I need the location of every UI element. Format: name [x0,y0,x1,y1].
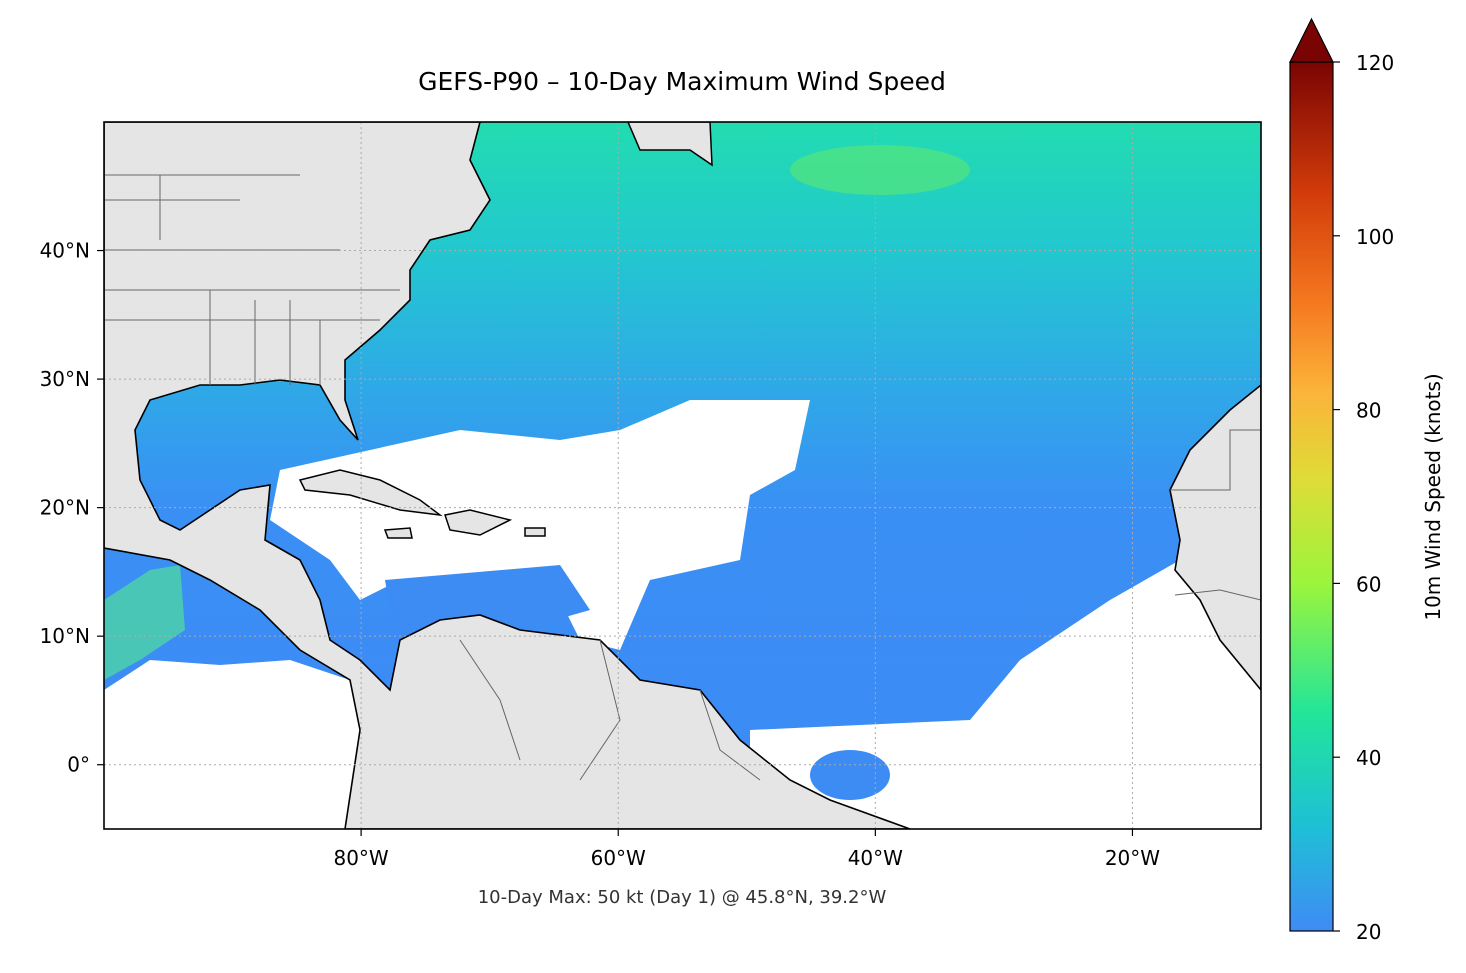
annotation: 10-Day Max: 50 kt (Day 1) @ 45.8°N, 39.2… [478,887,887,908]
y-tick-label: 40°N [40,239,90,263]
y-tick-label: 20°N [40,496,90,520]
y-tick-label: 10°N [40,624,90,648]
y-tick-label: 0° [67,753,90,777]
calm-area [270,400,810,650]
island [627,122,713,167]
island [383,527,413,539]
map-body [104,122,1261,829]
land [104,122,911,829]
island [444,509,513,536]
colorbar-extend [1289,17,1334,63]
island [298,469,443,517]
calm-area [104,660,360,829]
wind-field [385,565,590,630]
colorbar-tick-label: 40 [1356,746,1381,770]
colorbar-tick-label: 80 [1356,399,1381,423]
colorbar [1290,62,1333,931]
wind-field [810,750,890,800]
colorbar-tick-label: 100 [1356,225,1394,249]
x-tick-label: 40°W [848,846,903,870]
x-tick-label: 60°W [591,846,646,870]
x-tick-label: 80°W [333,846,388,870]
wind-field [104,565,185,680]
colorbar-tick-label: 20 [1356,920,1381,944]
wind-maximum [790,145,970,195]
y-tick-label: 30°N [40,367,90,391]
map-frame [103,121,1262,830]
colorbar-label: 10m Wind Speed (knots) [1421,373,1445,620]
island [524,527,546,537]
colorbar-tick-label: 120 [1356,51,1394,75]
x-tick-label: 20°W [1105,846,1160,870]
colorbar-tick-label: 60 [1356,572,1381,596]
colorbar-frame [1289,61,1334,932]
map-title: GEFS-P90 – 10-Day Maximum Wind Speed [418,67,946,96]
borders [104,174,1261,781]
land [1169,383,1261,692]
